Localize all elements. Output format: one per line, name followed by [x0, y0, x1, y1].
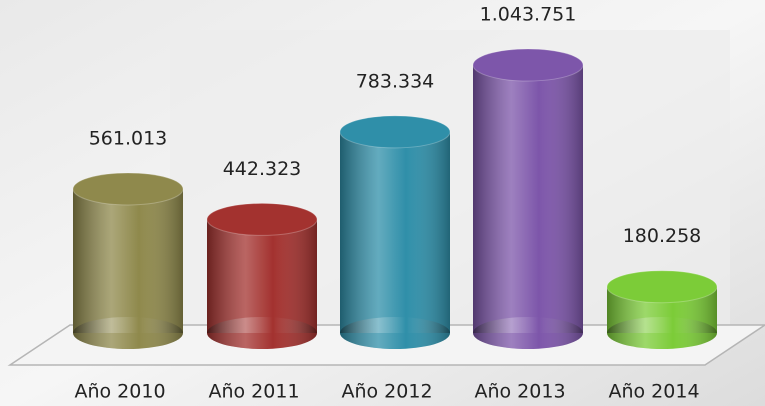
bar-top	[606, 270, 718, 304]
value-label: 442.323	[223, 158, 302, 180]
value-label: 1.043.751	[480, 4, 577, 26]
bar-shine	[73, 188, 183, 333]
bar-top	[72, 172, 184, 206]
value-label: 783.334	[356, 70, 435, 92]
bar-top	[339, 115, 451, 149]
x-tick-label: Año 2011	[208, 381, 299, 403]
bar-shine	[473, 65, 583, 333]
bar-top	[472, 48, 584, 82]
x-tick-label: Año 2013	[474, 381, 565, 403]
x-tick-label: Año 2012	[341, 381, 432, 403]
bar-top	[206, 202, 318, 236]
x-tick-label: Año 2014	[608, 381, 699, 403]
value-label: 180.258	[623, 225, 702, 247]
bar-shine	[207, 219, 317, 333]
value-label: 561.013	[89, 127, 168, 149]
bar-shine	[340, 131, 450, 333]
x-tick-label: Año 2010	[74, 381, 165, 403]
